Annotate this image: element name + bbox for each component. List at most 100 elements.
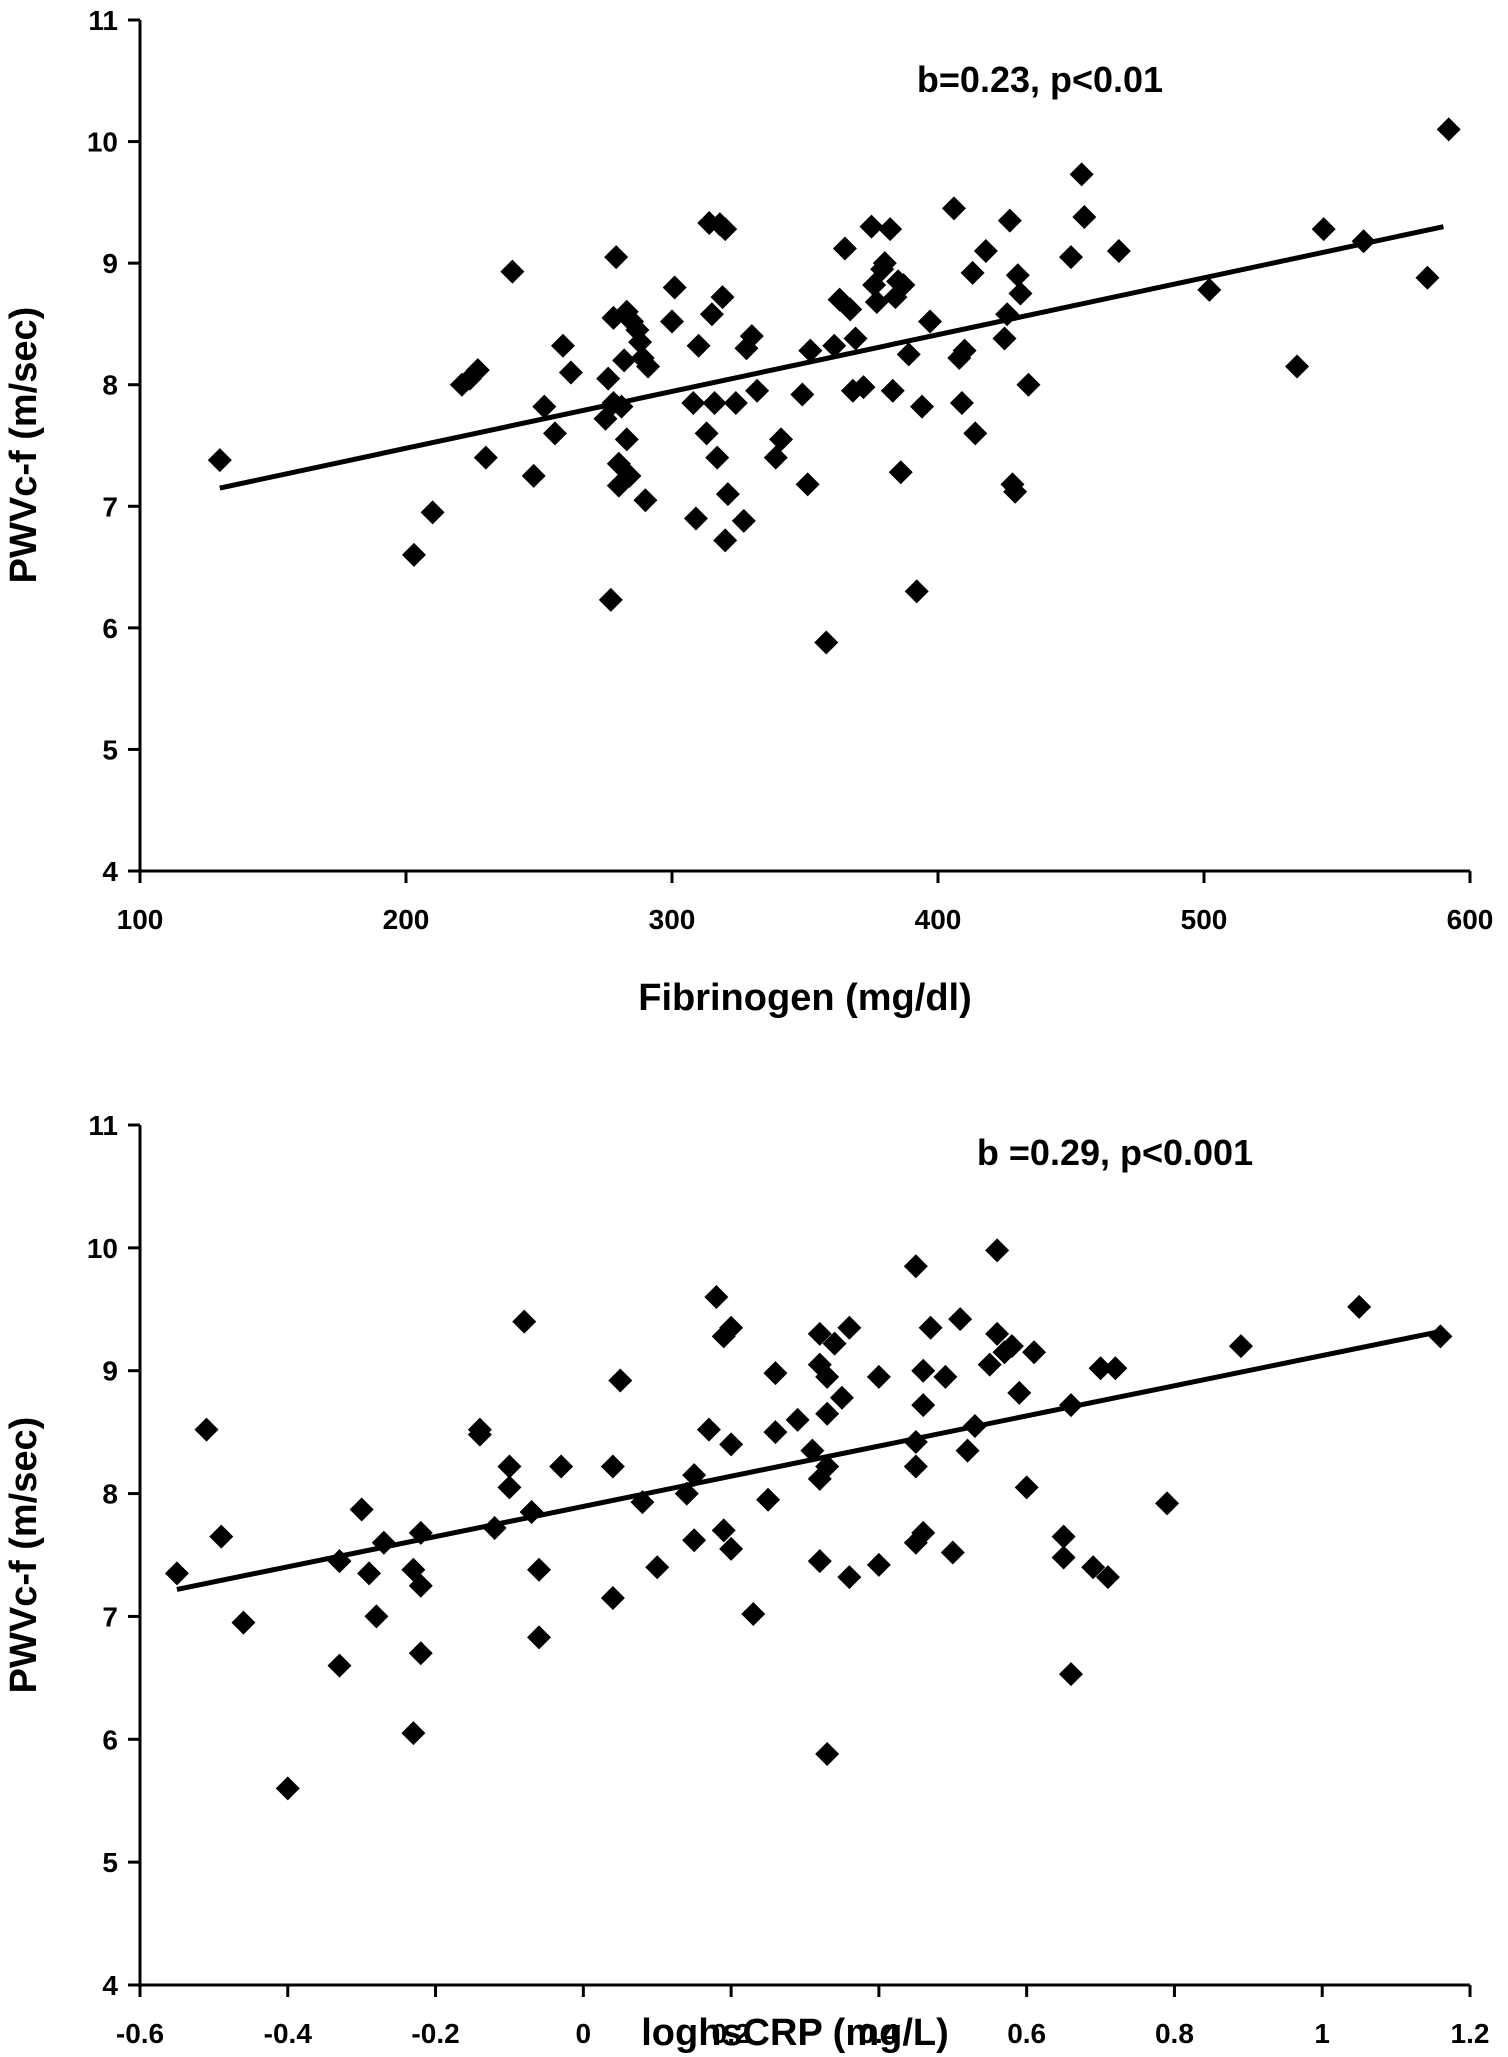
data-point-diamond [349, 1497, 374, 1522]
data-point-diamond [815, 1364, 840, 1389]
y-tick-label: 7 [102, 1601, 118, 1632]
x-tick-label: -0.4 [264, 2018, 313, 2049]
data-point-diamond [1003, 479, 1028, 504]
x-tick-label: 0.6 [1007, 2018, 1046, 2049]
data-point-diamond [598, 587, 623, 612]
data-point-diamond [977, 1352, 1002, 1377]
y-tick-label: 4 [102, 856, 118, 887]
data-point-diamond [527, 1557, 551, 1582]
data-point-diamond [612, 348, 637, 373]
data-point-diamond [719, 1315, 744, 1340]
y-tick-label: 9 [102, 1356, 118, 1387]
data-point-diamond [1415, 265, 1440, 290]
x-tick-label: -0.2 [411, 2018, 459, 2049]
y-tick-label: 6 [102, 1724, 118, 1755]
y-axis-title: PWVc-f (m/sec) [3, 307, 45, 584]
chart-fibrinogen: 4 5 6 7 8 9 10 11 100 200 300 400 500 600 b=0.23, p<… [3, 5, 1493, 1019]
data-point-diamond [933, 1364, 958, 1389]
data-point-diamond [1311, 217, 1336, 242]
data-point-diamond [1103, 1356, 1128, 1381]
trend-line [219, 224, 1444, 491]
data-point-diamond [401, 1721, 426, 1746]
y-axis-title: PWVc-f (m/sec) [3, 1417, 45, 1694]
data-point-diamond [465, 358, 490, 383]
chart-annotation: b =0.29, p<0.001 [977, 1132, 1253, 1173]
data-point-diamond [550, 333, 575, 358]
data-point-diamond [880, 378, 905, 403]
data-point-diamond [696, 1417, 721, 1442]
data-point-diamond [497, 1454, 522, 1479]
x-axis-ticks: 100 200 300 400 500 600 [117, 871, 1494, 935]
data-point-diamond [745, 378, 770, 403]
x-tick-label: 0 [576, 2018, 592, 2049]
data-point-diamond [542, 421, 567, 446]
x-tick-label: 300 [649, 904, 696, 935]
data-point-diamond [521, 463, 546, 488]
data-point-diamond [614, 427, 639, 452]
data-point-diamond [822, 1331, 847, 1356]
data-point-diamond [702, 390, 727, 415]
data-point-diamond [829, 1385, 854, 1410]
data-point-diamond [822, 333, 847, 358]
data-point-diamond [904, 579, 929, 604]
x-axis-title: loghsCRP (mg/L) [641, 2012, 949, 2054]
data-points [164, 1238, 1453, 1801]
x-tick-label: 600 [1447, 904, 1494, 935]
data-point-diamond [473, 445, 498, 470]
data-point-diamond [1088, 1356, 1113, 1381]
data-point-diamond [1072, 204, 1097, 229]
data-point-diamond [683, 506, 708, 531]
data-point-diamond [997, 208, 1022, 233]
y-tick-label: 8 [102, 1479, 118, 1510]
data-point-diamond [960, 260, 985, 285]
data-point-diamond [807, 1321, 832, 1346]
x-axis-title: Fibrinogen (mg/dl) [638, 977, 972, 1019]
data-point-diamond [549, 1454, 574, 1479]
data-point-diamond [832, 236, 857, 261]
data-point-diamond [911, 1393, 936, 1418]
x-tick-label: 0.2 [712, 2018, 751, 2049]
data-point-diamond [963, 421, 988, 446]
data-point-diamond [704, 1285, 729, 1309]
data-point-diamond [420, 500, 445, 525]
data-point-diamond [401, 542, 426, 567]
data-point-diamond [948, 1307, 973, 1332]
data-point-diamond [815, 1401, 840, 1426]
data-point-diamond [911, 1358, 936, 1383]
data-point-diamond [1051, 1545, 1076, 1570]
x-tick-label: 500 [1181, 904, 1228, 935]
data-point-diamond [512, 1309, 537, 1334]
data-point-diamond [527, 1625, 551, 1650]
data-point-diamond [739, 324, 764, 349]
data-point-diamond [209, 1524, 234, 1549]
data-point-diamond [999, 1334, 1024, 1359]
x-axis-ticks: -0.6 -0.4 -0.2 0 0.2 0.4 0.6 0.8 1 1.2 [116, 1985, 1489, 2049]
data-point-diamond [1436, 117, 1461, 142]
data-point-diamond [1005, 263, 1030, 288]
data-point-diamond [686, 333, 711, 358]
chart-loghscrp: 4 5 6 7 8 9 10 11 -0.6 -0.4 -0.2 0 0.2 0.4 0.6 0.8 1 1.2… [3, 1110, 1489, 2054]
data-point-diamond [699, 302, 724, 327]
x-tick-label: -0.6 [116, 2018, 164, 2049]
data-point-diamond [741, 1601, 766, 1626]
data-point-diamond [896, 342, 921, 367]
data-point-diamond [910, 394, 935, 419]
data-point-diamond [1008, 281, 1033, 306]
data-point-diamond [711, 1518, 736, 1543]
y-axis-ticks: 4 5 6 7 8 9 10 11 [87, 1110, 140, 2001]
data-point-diamond [940, 1540, 965, 1565]
data-point-diamond [1197, 277, 1222, 302]
data-point-diamond [785, 1407, 810, 1432]
y-tick-label: 11 [88, 5, 118, 36]
data-point-diamond [864, 290, 889, 315]
data-point-diamond [604, 245, 629, 270]
data-point-diamond [694, 421, 719, 446]
data-point-diamond [194, 1417, 219, 1442]
y-tick-label: 9 [102, 248, 118, 279]
data-point-diamond [843, 326, 868, 351]
data-point-diamond [763, 1361, 788, 1386]
data-point-diamond [837, 1565, 862, 1590]
x-tick-label: 1 [1314, 2018, 1330, 2049]
data-point-diamond [1016, 372, 1041, 397]
data-point-diamond [719, 1536, 744, 1561]
